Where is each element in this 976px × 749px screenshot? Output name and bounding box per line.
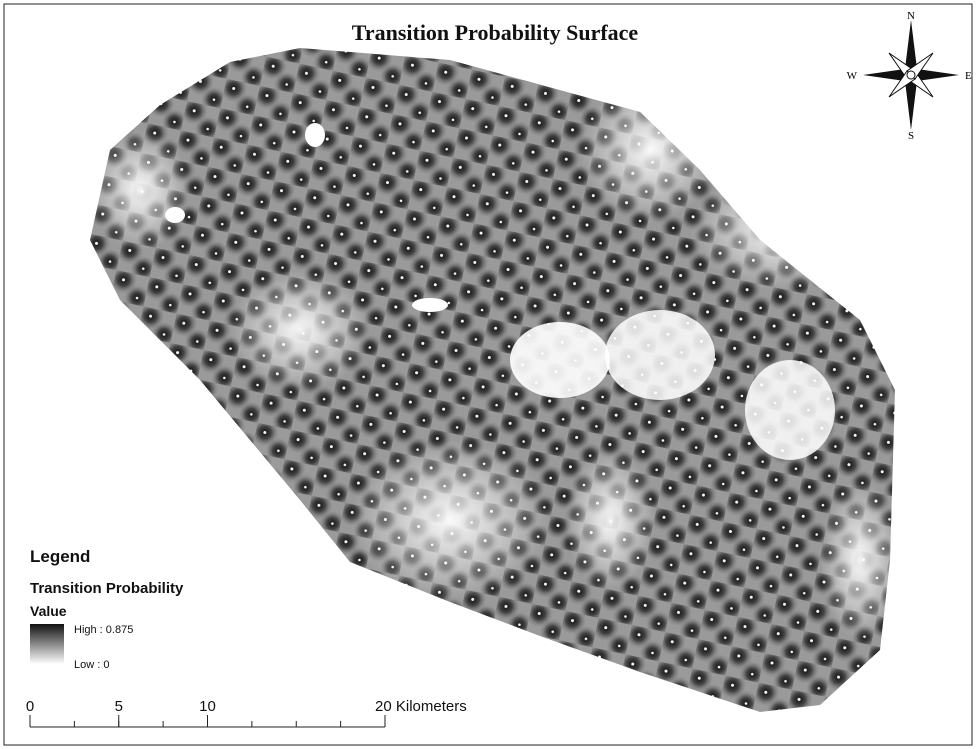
north-arrow: N S E W xyxy=(847,10,972,142)
scale-label: 20 Kilometers xyxy=(375,698,467,715)
map-title: Transition Probability Surface xyxy=(352,20,639,45)
compass-s: S xyxy=(908,130,914,142)
legend-low: Low : 0 xyxy=(74,659,109,671)
legend-ramp xyxy=(30,624,64,664)
compass-e: E xyxy=(965,70,972,82)
legend: Legend Transition Probability Value High… xyxy=(30,547,184,671)
legend-field: Value xyxy=(30,603,67,619)
compass-w: W xyxy=(847,70,858,82)
scale-bar: 0 5 10 20 Kilometers xyxy=(26,698,467,728)
scale-label: 5 xyxy=(115,698,123,715)
legend-layer: Transition Probability xyxy=(30,580,184,597)
legend-high: High : 0.875 xyxy=(74,624,133,636)
scale-label: 0 xyxy=(26,698,34,715)
legend-heading: Legend xyxy=(30,547,90,566)
scale-label: 10 xyxy=(199,698,216,715)
compass-n: N xyxy=(907,10,915,22)
